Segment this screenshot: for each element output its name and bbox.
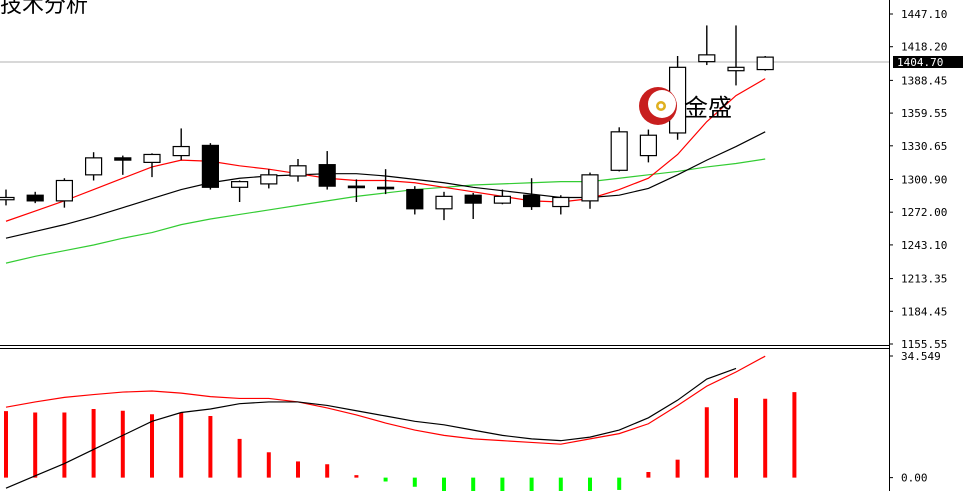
candle-body (260, 174, 278, 185)
last-price-label: 1404.70 (897, 56, 943, 69)
candle-body (581, 174, 599, 202)
candle-body (493, 195, 511, 204)
price-tick-label: 1184.45 (901, 305, 947, 318)
candle-body (756, 56, 774, 71)
price-tick-label: 1213.35 (901, 273, 947, 286)
candle-body (464, 194, 482, 204)
candle-body (552, 196, 570, 208)
candle-body (143, 153, 161, 163)
candle-body (201, 144, 219, 188)
price-tick-label: 1272.00 (901, 206, 947, 219)
jinsheng-logo-icon (636, 84, 680, 128)
macd-signal-line (5, 355, 766, 445)
candle-body (347, 185, 365, 189)
price-pane (0, 25, 889, 264)
candle-body (289, 165, 307, 177)
price-tick-label: 1447.10 (901, 8, 947, 21)
last-price-badge (893, 55, 963, 68)
candle-body (727, 66, 745, 72)
candle-body (318, 164, 336, 187)
candle-body (231, 181, 249, 188)
price-tick-label: 1243.10 (901, 239, 947, 252)
candle-body (114, 157, 132, 161)
candle-body (377, 186, 395, 190)
candle-body (610, 131, 628, 171)
price-tick-label: 1359.55 (901, 107, 947, 120)
candle-body (406, 188, 424, 210)
candle-body (698, 54, 716, 63)
logo-text: 金盛 (684, 94, 732, 122)
price-tick-label: 1388.45 (901, 74, 947, 87)
price-tick-label: 1330.65 (901, 140, 947, 153)
price-tick-label: 1155.55 (901, 338, 947, 351)
macd-pane (4, 355, 797, 491)
macd-tick-label: 34.549 (901, 350, 941, 363)
price-tick-label: 1300.90 (901, 173, 947, 186)
candle-body (0, 196, 15, 201)
price-tick-label: 1418.20 (901, 41, 947, 54)
chart-title: 技术分析 (0, 0, 89, 18)
macd-tick-label: 0.00 (901, 472, 928, 485)
candle-body (55, 179, 74, 202)
candle-body (522, 194, 541, 208)
candle-body (172, 145, 190, 157)
candle-body (84, 157, 103, 176)
macd-main-line (5, 367, 737, 489)
candle-body (26, 194, 44, 202)
candle-body (639, 134, 658, 157)
candle-body (435, 195, 453, 210)
